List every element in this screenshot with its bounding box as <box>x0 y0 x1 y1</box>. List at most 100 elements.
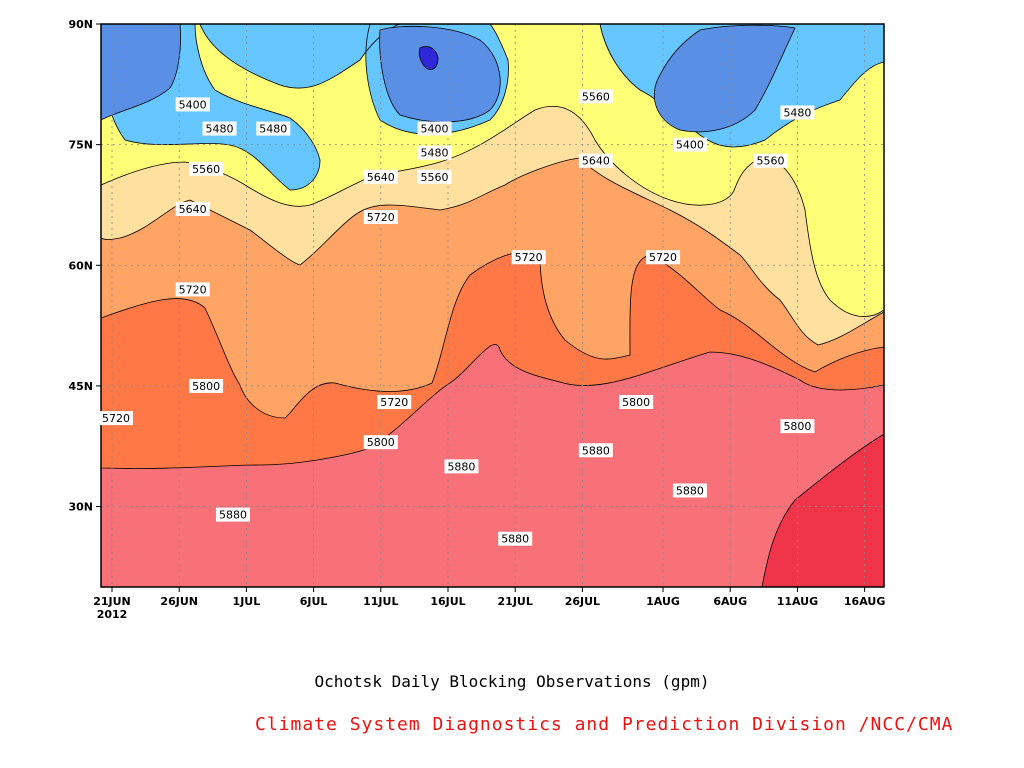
contour-label-box <box>753 153 788 168</box>
contour-label: 5480 <box>202 121 237 136</box>
contour-label: 5720 <box>646 250 681 265</box>
contour-label-text: 5480 <box>783 106 811 119</box>
contour-label-text: 5640 <box>179 203 207 216</box>
contour-label: 5880 <box>444 459 479 474</box>
contour-label-text: 5400 <box>179 98 207 111</box>
contour-label-text: 5800 <box>367 436 395 449</box>
contour-label-text: 5880 <box>501 533 529 546</box>
contour-label-text: 5560 <box>421 171 449 184</box>
contour-label: 5480 <box>417 145 452 160</box>
contour-label-box <box>444 459 479 474</box>
contour-label-text: 5800 <box>783 420 811 433</box>
contour-label-text: 5720 <box>515 251 543 264</box>
contour-label: 5800 <box>619 395 654 410</box>
contour-label: 5400 <box>175 97 210 112</box>
contour-label: 5800 <box>363 435 398 450</box>
contour-label-box <box>578 443 613 458</box>
contour-label-box <box>578 89 613 104</box>
contour-labels: 5400 5480 5480 5560 5640 5720 5800 5720 5880 5400… <box>99 89 815 546</box>
contour-label-text: 5640 <box>582 155 610 168</box>
contour-label-text: 5400 <box>421 123 449 136</box>
x-tick-label: 1AUG <box>646 595 680 608</box>
contour-label-text: 5880 <box>676 484 704 497</box>
contour-label: 5880 <box>498 531 533 546</box>
y-axis: 90N 75N 60N 45N 30N <box>68 18 101 514</box>
contour-label: 5800 <box>189 378 224 393</box>
contour-label: 5400 <box>417 121 452 136</box>
contour-label-text: 5880 <box>447 460 475 473</box>
contour-label: 5720 <box>511 250 546 265</box>
contour-label-box <box>417 169 452 184</box>
contour-label-box <box>256 121 291 136</box>
contour-label-text: 5560 <box>192 163 220 176</box>
y-tick-label: 75N <box>68 139 93 152</box>
contour-label: 5560 <box>578 89 613 104</box>
contour-label: 5720 <box>363 210 398 225</box>
chart-caption: Ochotsk Daily Blocking Observations (gpm… <box>314 672 710 691</box>
contour-label-text: 5720 <box>102 412 130 425</box>
x-tick-label: 11JUL <box>363 595 398 608</box>
contour-label-text: 5720 <box>649 251 677 264</box>
contour-label: 5880 <box>578 443 613 458</box>
contour-label-text: 5560 <box>582 90 610 103</box>
y-tick-label: 45N <box>68 380 93 393</box>
contour-label-box <box>363 435 398 450</box>
contour-label-box <box>175 282 210 297</box>
contour-label-box <box>202 121 237 136</box>
x-tick-label: 16AUG <box>844 595 885 608</box>
credit-line: Climate System Diagnostics and Predictio… <box>255 714 954 735</box>
contour-label-text: 5720 <box>380 396 408 409</box>
contour-label-text: 5400 <box>676 139 704 152</box>
x-tick-label: 16JUL <box>430 595 465 608</box>
contour-region-below-5400-east <box>653 24 796 133</box>
contour-label-box <box>417 121 452 136</box>
contour-region-below-5400-north <box>379 25 501 123</box>
contour-label-text: 5880 <box>582 444 610 457</box>
contour-label-box <box>377 395 412 410</box>
contour-label: 5560 <box>753 153 788 168</box>
x-tick-label: 11AUG <box>777 595 818 608</box>
plot-frame <box>100 23 885 588</box>
contour-label: 5720 <box>99 411 133 426</box>
contour-label: 5560 <box>189 161 224 176</box>
contour-label-box <box>175 201 210 216</box>
x-tick-label: 26JUL <box>565 595 600 608</box>
contour-label-text: 5720 <box>179 283 207 296</box>
x-tick-label: 21JUL <box>498 595 533 608</box>
contour-label-box <box>189 161 224 176</box>
contour-label-text: 5480 <box>206 123 234 136</box>
contour-label-box <box>646 250 681 265</box>
contour-label: 5400 <box>672 137 707 152</box>
contour-label-box <box>363 169 398 184</box>
contour-label-text: 5640 <box>367 171 395 184</box>
contour-minimum-core <box>418 46 439 70</box>
contour-label-text: 5800 <box>192 380 220 393</box>
x-tick-label: 1JUL <box>233 595 261 608</box>
x-tick-label: 21JUN <box>93 595 131 608</box>
contour-label: 5720 <box>175 282 210 297</box>
contour-label: 5480 <box>780 105 815 120</box>
contour-label: 5800 <box>780 419 815 434</box>
contour-label-box <box>215 507 250 522</box>
contour-label: 5640 <box>175 201 210 216</box>
contour-label-box <box>578 153 613 168</box>
x-tick-label: 6JUL <box>300 595 328 608</box>
y-tick-label: 60N <box>68 259 93 272</box>
contour-label-box <box>672 137 707 152</box>
x-tick-label: 6AUG <box>713 595 747 608</box>
contour-label: 5480 <box>256 121 291 136</box>
contour-label-box <box>189 378 224 393</box>
contour-label-box <box>619 395 654 410</box>
contour-fills <box>101 24 884 587</box>
x-axis: 21JUN 26JUN 1JUL 6JUL 11JUL 16JUL 21JUL 26JUL 1A… <box>93 587 885 621</box>
contour-label: 5880 <box>672 483 707 498</box>
contour-label-box <box>99 411 133 426</box>
x-tick-label: 26JUN <box>160 595 198 608</box>
contour-label-box <box>175 97 210 112</box>
contour-label-box <box>417 145 452 160</box>
contour-label-box <box>498 531 533 546</box>
contour-label-text: 5560 <box>757 155 785 168</box>
contour-label: 5880 <box>215 507 250 522</box>
contour-label-text: 5480 <box>259 123 287 136</box>
